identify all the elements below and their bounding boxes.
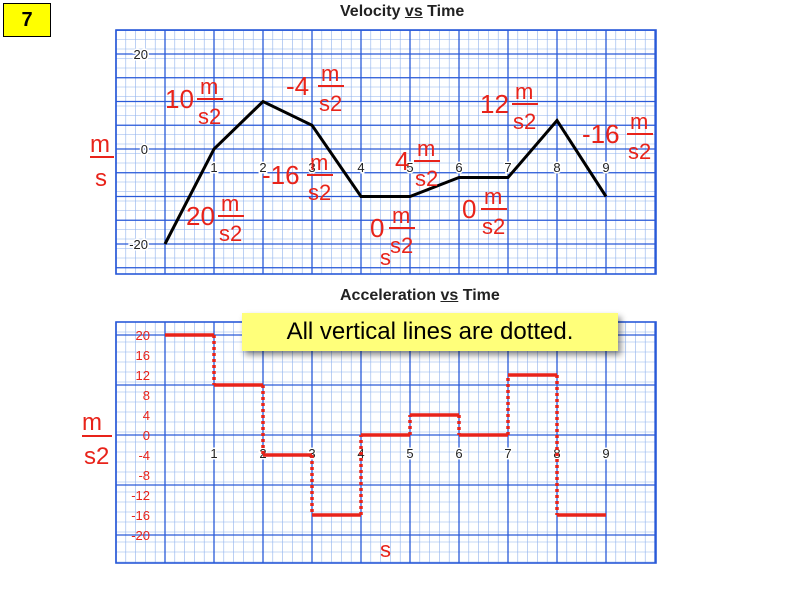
velocity-line bbox=[163, 99, 608, 245]
x-tick-label: 8 bbox=[553, 160, 560, 175]
slope-value: -4 bbox=[286, 71, 309, 101]
slope-value: 0 bbox=[370, 213, 384, 243]
slope-value: -16 bbox=[582, 119, 620, 149]
slope-unit-num: m bbox=[515, 79, 533, 104]
y-unit-num: m bbox=[90, 131, 110, 158]
slope-label: -16 m s2 bbox=[262, 150, 333, 205]
slope-unit-num: m bbox=[221, 191, 239, 216]
y-tick-label: 12 bbox=[136, 368, 150, 383]
slope-value: 12 bbox=[480, 89, 509, 119]
slope-unit-den: s2 bbox=[219, 221, 242, 246]
plot-border bbox=[115, 321, 657, 564]
slope-label: 12 m s2 bbox=[480, 79, 538, 134]
x-tick-label: 9 bbox=[602, 446, 609, 461]
y-tick-label: -12 bbox=[131, 488, 150, 503]
slope-value: 0 bbox=[462, 194, 476, 224]
slope-unit-den: s2 bbox=[482, 214, 505, 239]
y-tick-label: 20 bbox=[134, 47, 148, 62]
acceleration-y-axis-label: m s2 bbox=[82, 409, 112, 470]
slope-unit-num: m bbox=[417, 136, 435, 161]
x-tick-label: 4 bbox=[357, 160, 364, 175]
x-tick-label: 2 bbox=[259, 160, 266, 175]
slope-value: 10 bbox=[165, 84, 194, 114]
acceleration-steps bbox=[165, 333, 606, 517]
x-tick-label: 7 bbox=[504, 160, 511, 175]
y-tick-label: -16 bbox=[131, 508, 150, 523]
x-tick-label: 3 bbox=[308, 160, 315, 175]
acceleration-y-ticks: 20 16 12 8 4 0 -4 -8 -12 -16 -20 bbox=[131, 328, 150, 543]
slope-unit-num: m bbox=[630, 109, 648, 134]
slope-label: 10 m s2 bbox=[165, 74, 223, 129]
x-tick-label: 5 bbox=[406, 446, 413, 461]
slope-label: 0 m s2 bbox=[462, 184, 507, 239]
slope-label: -4 m s2 bbox=[286, 61, 344, 116]
slope-unit-num: m bbox=[310, 150, 328, 175]
velocity-x-ticks: 1 2 3 4 5 6 7 8 9 bbox=[209, 159, 611, 177]
slope-unit-den: s2 bbox=[198, 104, 221, 129]
slope-label: 20 m s2 bbox=[186, 191, 244, 246]
slope-value: 20 bbox=[186, 201, 215, 231]
y-tick-label: 8 bbox=[143, 388, 150, 403]
y-tick-label: -8 bbox=[138, 468, 150, 483]
slope-unit-den: s2 bbox=[308, 180, 331, 205]
x-tick-label: 1 bbox=[210, 160, 217, 175]
slope-label: 0 m s2 bbox=[370, 203, 415, 258]
slope-unit-den: s2 bbox=[319, 91, 342, 116]
x-tick-label: 6 bbox=[455, 160, 462, 175]
velocity-y-ticks: 20 0 -20 bbox=[128, 46, 150, 254]
x-tick-label: 7 bbox=[504, 446, 511, 461]
y-unit-num: m bbox=[82, 409, 102, 436]
slope-unit-num: m bbox=[392, 203, 410, 228]
x-tick-label: 1 bbox=[210, 446, 217, 461]
velocity-grid bbox=[115, 29, 657, 275]
y-tick-label: -4 bbox=[138, 448, 150, 463]
slope-unit-den: s2 bbox=[513, 109, 536, 134]
x-tick-label: 5 bbox=[406, 160, 413, 175]
y-unit-den: s bbox=[95, 165, 107, 192]
slope-unit-num: m bbox=[200, 74, 218, 99]
plot-border bbox=[115, 29, 657, 275]
y-unit-den: s2 bbox=[84, 443, 109, 470]
y-tick-label: 16 bbox=[136, 348, 150, 363]
y-tick-label: 0 bbox=[143, 428, 150, 443]
slope-unit-den: s2 bbox=[628, 139, 651, 164]
y-tick-label: 20 bbox=[136, 328, 150, 343]
y-tick-label: -20 bbox=[129, 237, 148, 252]
velocity-stray-label: s bbox=[380, 245, 391, 270]
x-tick-label: 9 bbox=[602, 160, 609, 175]
y-tick-label: 0 bbox=[141, 142, 148, 157]
acceleration-grid bbox=[115, 321, 657, 564]
slide-number: 7 bbox=[3, 3, 51, 37]
acceleration-x-axis-label: s bbox=[380, 537, 391, 562]
velocity-y-axis-label: m s bbox=[90, 131, 114, 192]
y-tick-label: 4 bbox=[143, 408, 150, 423]
slope-unit-num: m bbox=[484, 184, 502, 209]
slope-label: -16 m s2 bbox=[582, 109, 653, 164]
acceleration-chart-title: Acceleration vs Time bbox=[340, 287, 500, 304]
x-tick-label: 6 bbox=[455, 446, 462, 461]
slope-value: -16 bbox=[262, 160, 300, 190]
slope-unit-den: s2 bbox=[415, 166, 438, 191]
slope-unit-num: m bbox=[321, 61, 339, 86]
slope-unit-den: s2 bbox=[390, 233, 413, 258]
y-tick-label: -20 bbox=[131, 528, 150, 543]
slope-label: 4 m s2 bbox=[395, 136, 440, 191]
dotted-lines-callout: All vertical lines are dotted. bbox=[242, 313, 618, 351]
velocity-chart-title: Velocity vs Time bbox=[340, 3, 465, 20]
slope-value: 4 bbox=[395, 146, 409, 176]
